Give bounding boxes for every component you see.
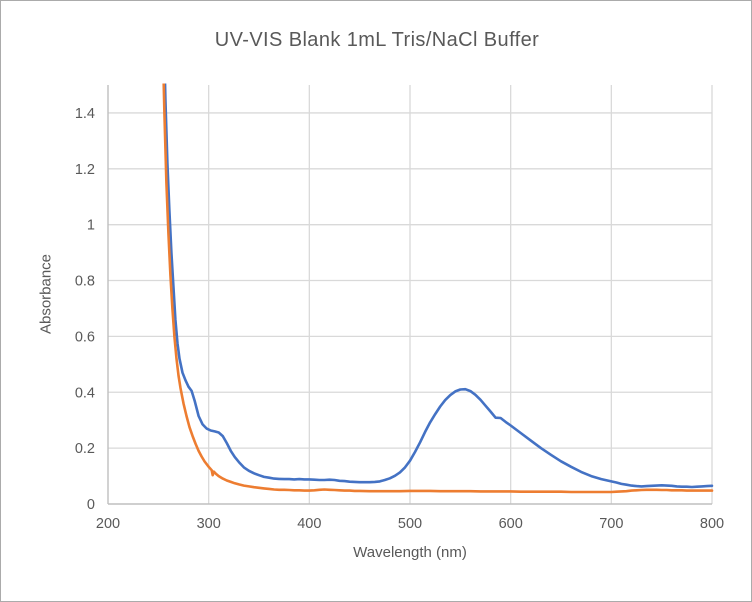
y-tick-label: 0.6: [75, 329, 95, 345]
y-tick-label: 0.2: [75, 441, 95, 457]
y-tick-label: 1: [87, 218, 95, 234]
x-tick-label: 500: [398, 516, 422, 532]
x-tick-label: 800: [700, 516, 724, 532]
y-tick-label: 1.4: [75, 106, 95, 122]
y-tick-label: 1.2: [75, 162, 95, 178]
chart-title: UV-VIS Blank 1mL Tris/NaCl Buffer: [214, 29, 540, 51]
x-tick-label: 700: [599, 516, 623, 532]
y-tick-label: 0: [87, 497, 95, 513]
series-line-orange: [162, 83, 714, 494]
x-tick-label: 200: [96, 516, 120, 532]
series-line-blue: [163, 83, 714, 489]
x-axis-label: Wavelength (nm): [353, 544, 467, 561]
y-tick-label: 0.4: [75, 385, 95, 401]
y-tick-label: 0.8: [75, 274, 95, 290]
x-tick-label: 400: [297, 516, 321, 532]
x-tick-label: 300: [197, 516, 221, 532]
x-tick-label: 600: [499, 516, 523, 532]
y-axis-label: Absorbance: [37, 253, 55, 335]
